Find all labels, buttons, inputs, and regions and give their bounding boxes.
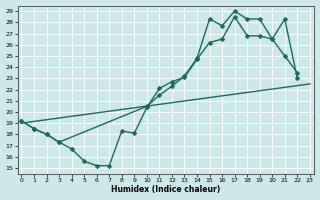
X-axis label: Humidex (Indice chaleur): Humidex (Indice chaleur) (111, 185, 220, 194)
